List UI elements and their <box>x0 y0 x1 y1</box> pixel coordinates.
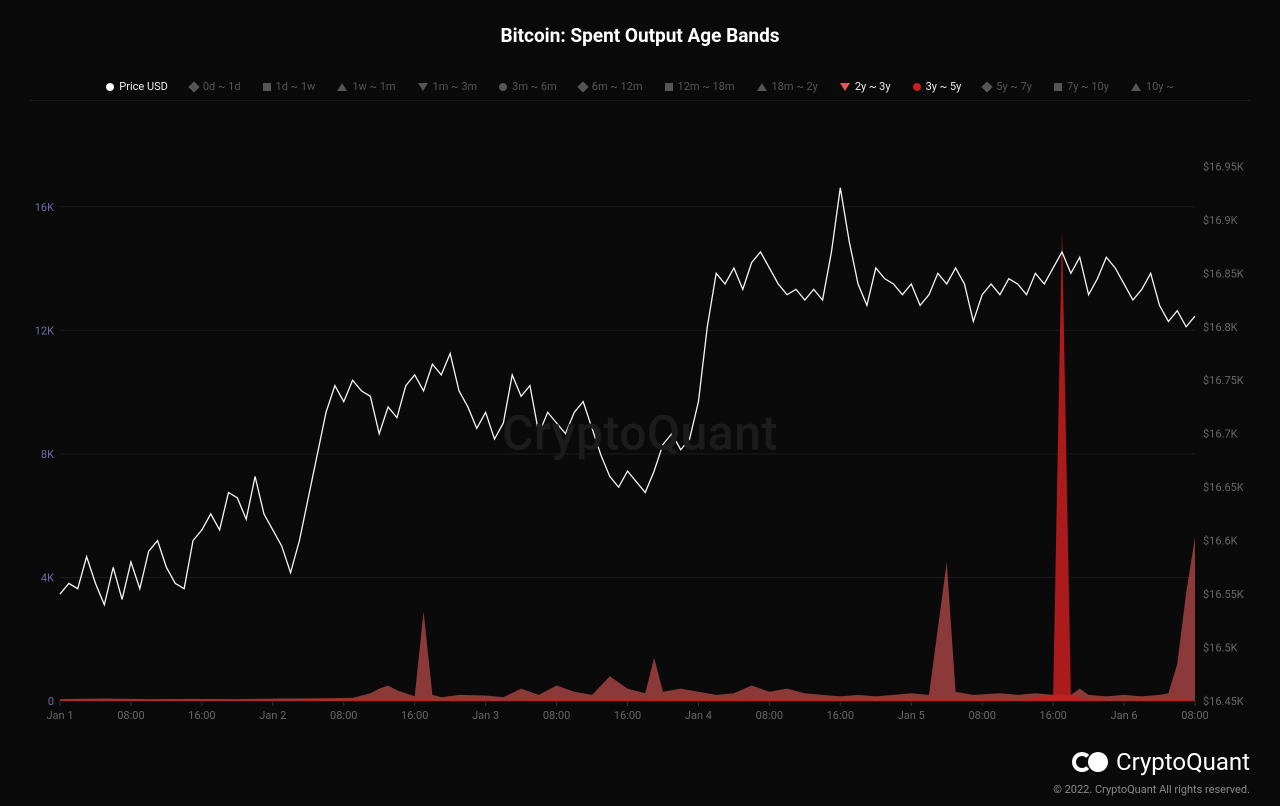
svg-text:$16.9K: $16.9K <box>1203 214 1238 227</box>
svg-text:08:00: 08:00 <box>968 709 995 722</box>
legend-label: 0d ~ 1d <box>203 80 241 93</box>
legend-item[interactable]: 2y ~ 3y <box>840 80 891 93</box>
svg-text:16:00: 16:00 <box>401 709 428 722</box>
chart-svg: 0 4K 8K 12K 16K $16.45K $16.5K $16.55K $16.6K $16… <box>30 140 1250 726</box>
svg-text:$16.7K: $16.7K <box>1203 428 1238 441</box>
legend-item[interactable]: 1d ~ 1w <box>263 80 316 93</box>
copyright-text: © 2022. CryptoQuant All rights reserved. <box>1053 783 1250 796</box>
svg-text:Jan 6: Jan 6 <box>1111 709 1138 722</box>
legend-item[interactable]: 1m ~ 3m <box>418 80 478 93</box>
svg-text:$16.8K: $16.8K <box>1203 321 1238 334</box>
legend-marker-icon <box>263 83 271 91</box>
svg-text:4K: 4K <box>41 571 54 584</box>
svg-text:Jan 1: Jan 1 <box>46 709 73 722</box>
legend-item[interactable]: 0d ~ 1d <box>190 80 241 93</box>
legend-item[interactable]: 3m ~ 6m <box>499 80 557 93</box>
svg-text:08:00: 08:00 <box>543 709 570 722</box>
legend-label: 3m ~ 6m <box>512 80 557 93</box>
brand-text: CryptoQuant <box>1116 748 1250 776</box>
legend-item[interactable]: 6m ~ 12m <box>579 80 643 93</box>
legend-label: 18m ~ 2y <box>772 80 818 93</box>
svg-text:$16.55K: $16.55K <box>1203 588 1244 601</box>
legend-marker-icon <box>577 81 588 92</box>
legend: Price USD 0d ~ 1d 1d ~ 1w 1w ~ 1m 1m ~ 3m 3m … <box>0 80 1280 93</box>
svg-text:08:00: 08:00 <box>117 709 144 722</box>
svg-text:Jan 3: Jan 3 <box>472 709 499 722</box>
legend-item[interactable]: 3y ~ 5y <box>913 80 962 93</box>
legend-label: 7y ~ 10y <box>1067 80 1109 93</box>
legend-label: 2y ~ 3y <box>855 80 891 93</box>
svg-text:$16.75K: $16.75K <box>1203 374 1244 387</box>
legend-label: 10y ~ <box>1146 80 1174 93</box>
svg-text:16K: 16K <box>35 201 54 214</box>
legend-marker-icon <box>1054 83 1062 91</box>
svg-text:16:00: 16:00 <box>614 709 641 722</box>
svg-text:8K: 8K <box>41 448 54 461</box>
legend-marker-icon <box>188 81 199 92</box>
svg-text:$16.65K: $16.65K <box>1203 481 1244 494</box>
brand-logo: CryptoQuant <box>1078 748 1250 776</box>
svg-text:Jan 4: Jan 4 <box>685 709 712 722</box>
legend-separator <box>30 100 1250 101</box>
legend-item[interactable]: 18m ~ 2y <box>757 80 818 93</box>
chart-title: Bitcoin: Spent Output Age Bands <box>0 24 1280 47</box>
legend-marker-icon <box>665 83 673 91</box>
legend-marker-icon <box>418 83 428 91</box>
legend-label: 12m ~ 18m <box>678 80 735 93</box>
svg-text:$16.6K: $16.6K <box>1203 535 1238 548</box>
legend-label: 1w ~ 1m <box>352 80 395 93</box>
series-2y-3y <box>60 537 1195 701</box>
legend-marker-icon <box>982 81 993 92</box>
legend-label: 5y ~ 7y <box>996 80 1032 93</box>
legend-item[interactable]: Price USD <box>106 80 168 93</box>
legend-item[interactable]: 1w ~ 1m <box>337 80 395 93</box>
legend-label: 1d ~ 1w <box>276 80 316 93</box>
svg-text:08:00: 08:00 <box>756 709 783 722</box>
svg-text:Jan 2: Jan 2 <box>259 709 286 722</box>
legend-marker-icon <box>913 83 921 91</box>
chart-area: CryptoQuant 04K8K12K16K$16.45K$16.5K$16.… <box>30 140 1250 726</box>
legend-label: Price USD <box>119 80 168 93</box>
svg-text:Jan 5: Jan 5 <box>898 709 925 722</box>
svg-text:$16.5K: $16.5K <box>1203 642 1238 655</box>
legend-marker-icon <box>337 83 347 91</box>
series-3y-5y <box>60 228 1195 701</box>
svg-text:$16.45K: $16.45K <box>1203 695 1244 708</box>
legend-item[interactable]: 10y ~ <box>1131 80 1174 93</box>
legend-marker-icon <box>499 83 507 91</box>
legend-label: 6m ~ 12m <box>592 80 643 93</box>
svg-text:$16.85K: $16.85K <box>1203 267 1244 280</box>
svg-text:0: 0 <box>48 695 54 708</box>
logo-icon <box>1078 748 1106 776</box>
svg-text:08:00: 08:00 <box>330 709 357 722</box>
legend-item[interactable]: 12m ~ 18m <box>665 80 735 93</box>
svg-text:16:00: 16:00 <box>188 709 215 722</box>
legend-marker-icon <box>840 83 850 91</box>
legend-marker-icon <box>757 83 767 91</box>
svg-text:08:00: 08:00 <box>1181 709 1208 722</box>
legend-marker-icon <box>106 83 114 91</box>
svg-text:12K: 12K <box>35 324 54 337</box>
legend-item[interactable]: 5y ~ 7y <box>983 80 1032 93</box>
legend-marker-icon <box>1131 83 1141 91</box>
svg-text:16:00: 16:00 <box>1039 709 1066 722</box>
legend-label: 3y ~ 5y <box>926 80 962 93</box>
legend-label: 1m ~ 3m <box>433 80 478 93</box>
svg-text:$16.95K: $16.95K <box>1203 160 1244 173</box>
legend-item[interactable]: 7y ~ 10y <box>1054 80 1109 93</box>
svg-text:16:00: 16:00 <box>827 709 854 722</box>
series-price <box>60 188 1195 605</box>
